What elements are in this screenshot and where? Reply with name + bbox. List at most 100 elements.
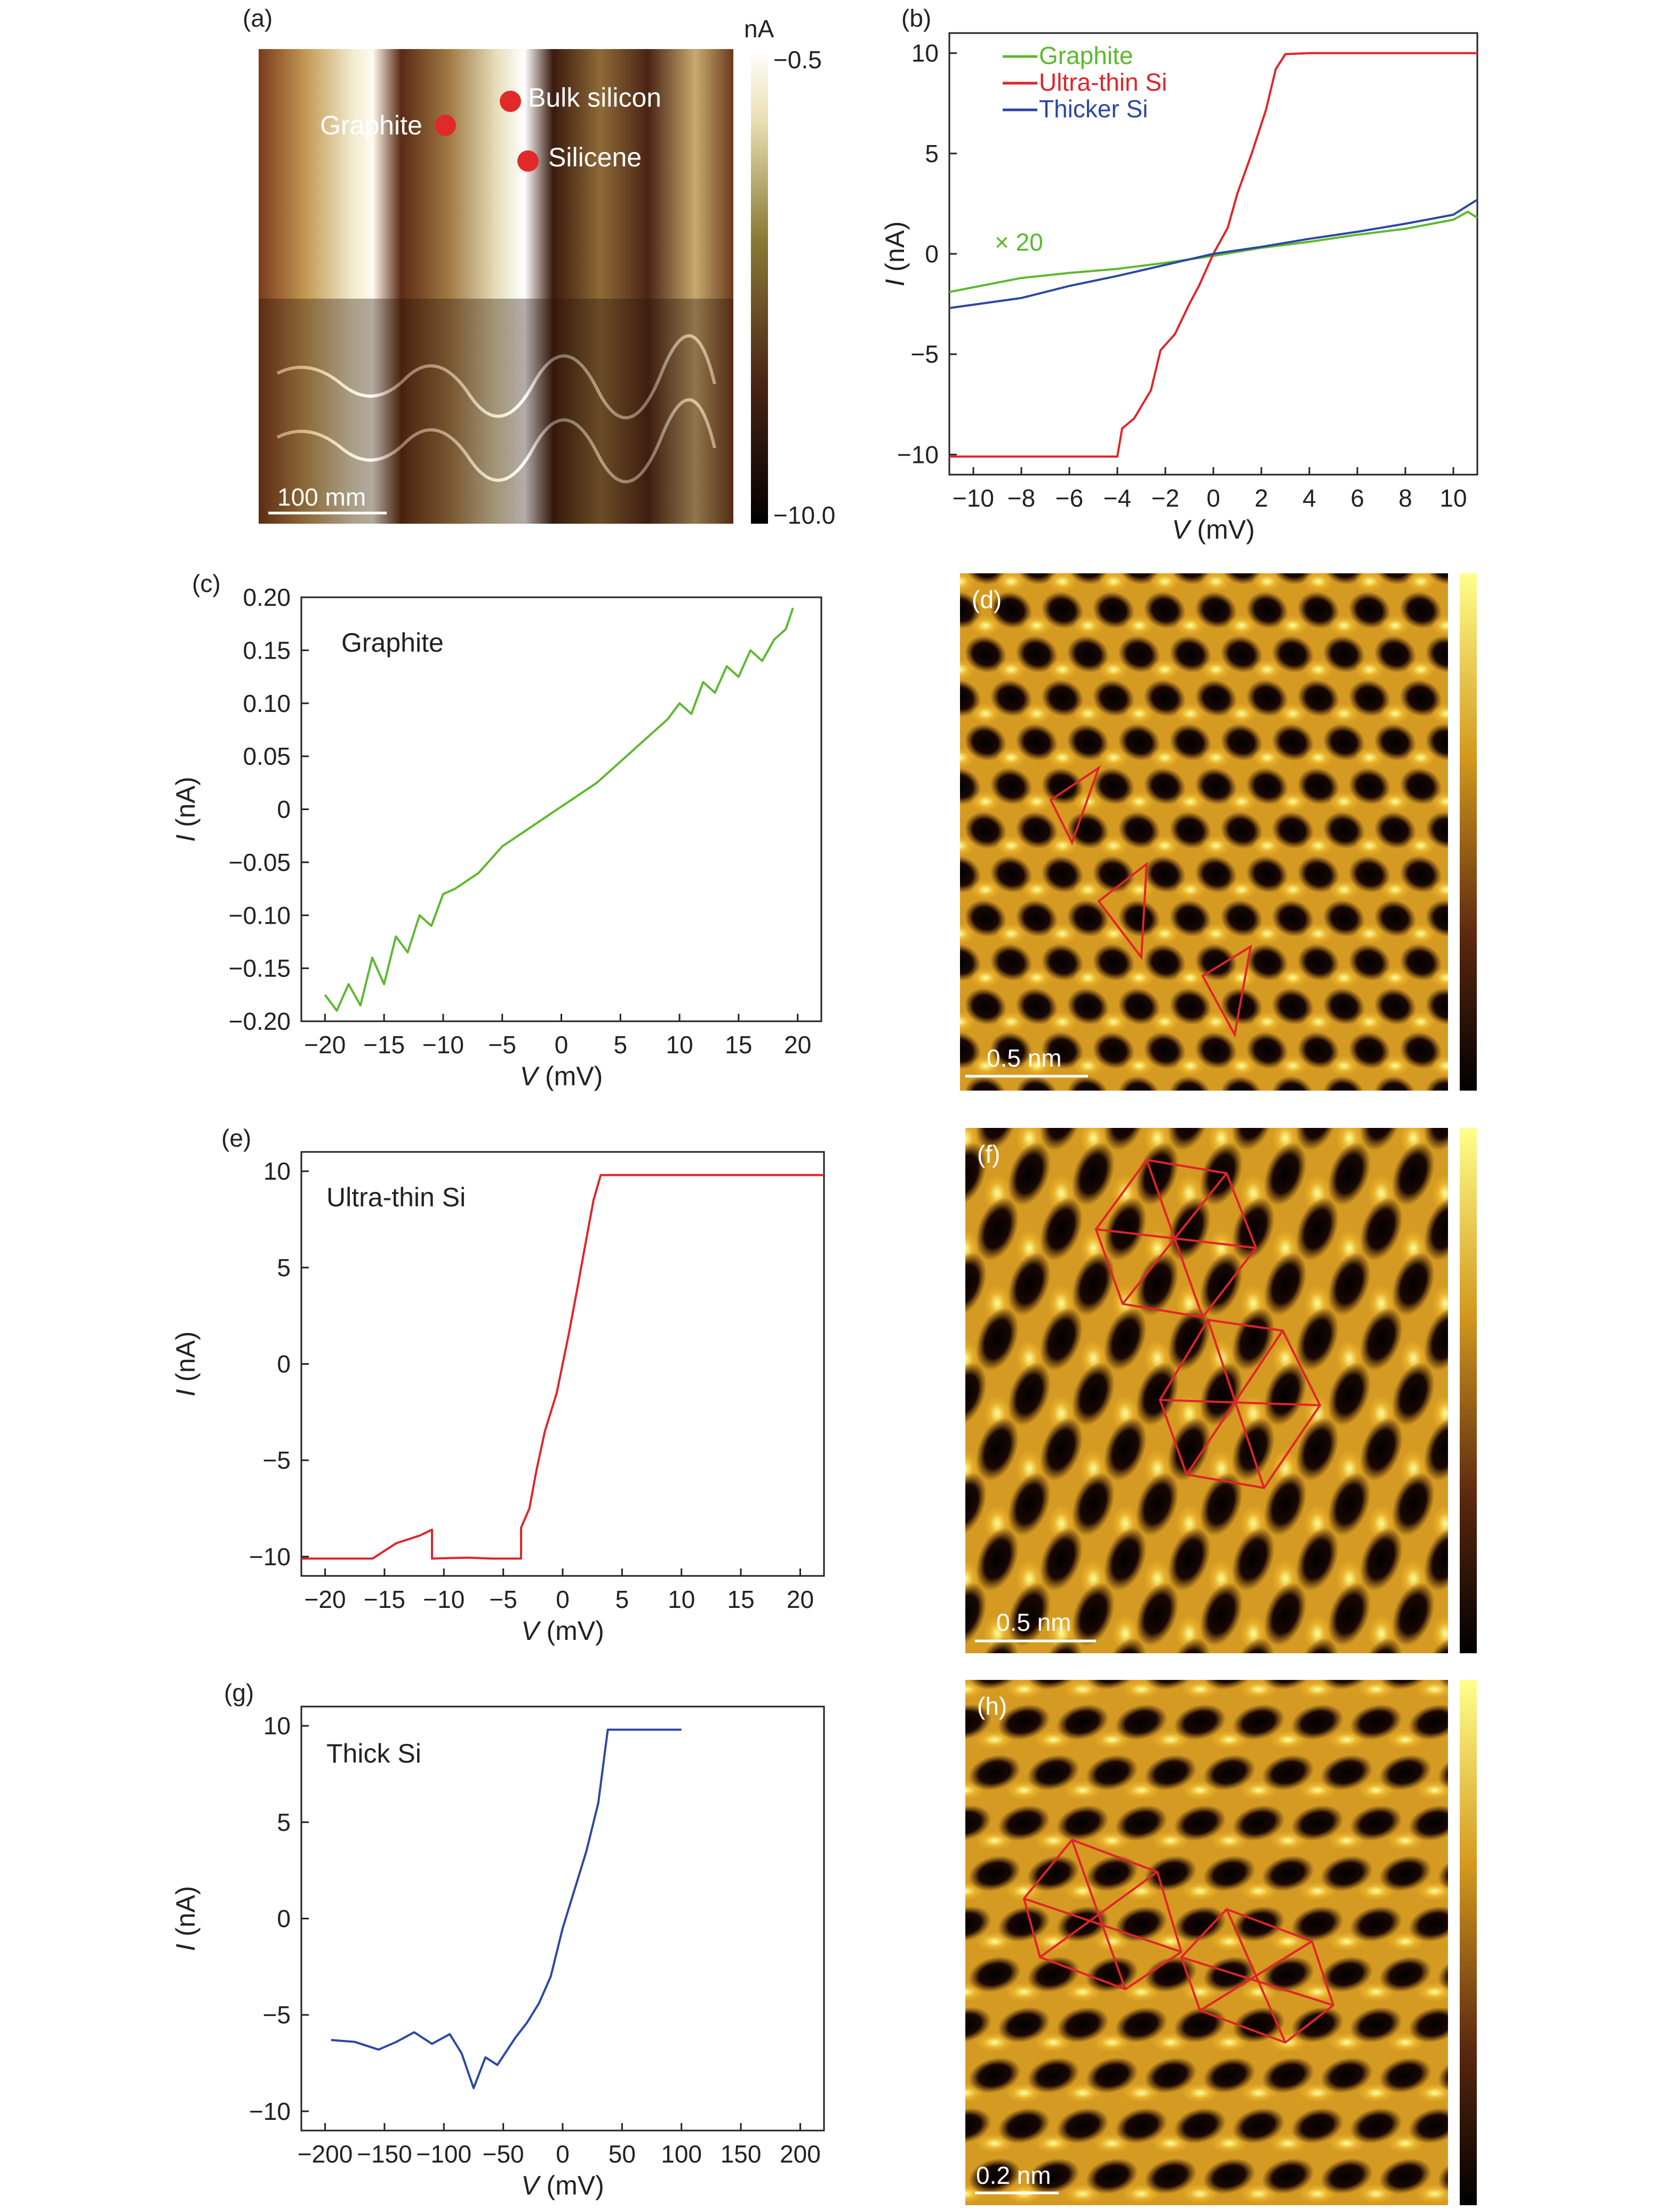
- panel-c-plot: −20 −15 −10 −5 0 5 10 15 20 −0.20 −0.15 −0.10 −0.05 0…: [171, 583, 822, 1091]
- panel-c-annotation: Graphite: [341, 628, 444, 658]
- y-tick-label: 10: [263, 1712, 291, 1740]
- x-tick-label: 0: [555, 1031, 569, 1059]
- panel-h-scale-label: 0.2 nm: [976, 2161, 1051, 2189]
- y-tick-label: 5: [277, 1254, 291, 1282]
- panel-c: (c) −20 −15 −10 −5 0 5 10 15 20 −0.20 −0.15 −0.10 −0…: [171, 570, 822, 1091]
- y-axis-title: I (nA): [880, 221, 910, 286]
- panel-a-colorbar-unit: nA: [744, 15, 774, 43]
- panel-d-scale-label: 0.5 nm: [987, 1044, 1062, 1072]
- graphite-marker-label: Graphite: [320, 110, 422, 140]
- panel-b-label: (b): [901, 4, 931, 32]
- x-tick-label: 10: [668, 1586, 695, 1613]
- panel-e-plot: −20 −15 −10 −5 0 5 10 15 20 −10 −5 0 5 10 V (mV) I (nA): [171, 1151, 825, 1646]
- panel-a-colorbar-max: −0.5: [773, 46, 822, 74]
- y-tick-label: 5: [925, 140, 939, 167]
- x-tick-label: −150: [357, 2140, 412, 2168]
- y-tick-label: 0: [925, 240, 939, 268]
- panel-f-colorbar: [1460, 1128, 1477, 1653]
- y-tick-label: −5: [263, 1446, 291, 1474]
- silicene-marker-label: Silicene: [548, 142, 642, 172]
- x-tick-label: 15: [725, 1031, 752, 1059]
- series-line-ultra-thin-si: [301, 1174, 824, 1560]
- x-tick-label: 0: [556, 1586, 570, 1613]
- y-tick-label: −0.15: [229, 955, 291, 982]
- x-tick-label: −20: [304, 1031, 346, 1059]
- x-tick-label: 5: [613, 1031, 627, 1059]
- series-line-ultra-thin-si: [949, 52, 1477, 458]
- x-tick-label: 4: [1302, 484, 1316, 512]
- y-tick-label: 0.05: [243, 742, 291, 770]
- panel-d-label: (d): [972, 586, 1002, 613]
- x-tick-label: −15: [363, 1031, 405, 1059]
- series-line-thick-si: [331, 1728, 682, 2089]
- x-tick-label: −10: [953, 484, 994, 512]
- x-tick-label: −8: [1007, 484, 1035, 512]
- x-tick-label: −5: [488, 1031, 516, 1059]
- y-tick-label: −10: [897, 441, 939, 468]
- panel-f-scale-label: 0.5 nm: [996, 1608, 1071, 1636]
- y-tick-label: 0.20: [243, 583, 291, 611]
- x-tick-label: −6: [1055, 484, 1083, 512]
- y-tick-label: −0.05: [229, 848, 291, 876]
- panel-d-triangle-3: [1201, 944, 1252, 1038]
- x-tick-label: 0: [1206, 484, 1220, 512]
- legend-label: Thicker Si: [1039, 95, 1148, 123]
- panel-d-lattice-texture: [960, 573, 1448, 1091]
- x-tick-label: −2: [1151, 484, 1179, 512]
- panel-h: (h) 0.2 nm: [965, 1680, 1477, 2205]
- silicene-marker: [517, 150, 539, 172]
- x-tick-label: −15: [364, 1586, 405, 1613]
- panel-a-label: (a): [243, 4, 273, 32]
- x-tick-label: −100: [416, 2140, 471, 2168]
- panel-d: (d) 0.5 nm: [960, 573, 1477, 1091]
- x-axis-title: V (mV): [520, 1061, 603, 1091]
- panel-b-multiplier-note: × 20: [995, 228, 1043, 256]
- graphite-marker: [435, 115, 456, 136]
- x-tick-label: 100: [661, 2140, 702, 2168]
- panel-b-plot: −10 −8 −6 −4 −2 0 2 4 6 8 10 −10 −5 0 5 10 V (mV) I (nA) G…: [880, 32, 1478, 545]
- panel-h-colorbar: [1460, 1680, 1477, 2205]
- y-axis-title: I (nA): [171, 1886, 201, 1951]
- x-tick-label: 20: [787, 1586, 814, 1613]
- x-tick-label: −20: [305, 1586, 346, 1613]
- y-tick-label: 0.15: [243, 636, 291, 664]
- panel-b: (b) −10 −8 −6 −4 −2 0 2 4 6 8 10 −10 −5 0 5 10 V (mV) I (…: [880, 4, 1478, 545]
- panel-h-lattice-texture: [965, 1680, 1448, 2204]
- x-tick-label: −50: [483, 2140, 524, 2168]
- panel-a-texture: [259, 299, 733, 524]
- panel-d-colorbar: [1460, 573, 1477, 1091]
- y-tick-label: 0: [277, 796, 291, 823]
- x-tick-label: −10: [423, 1586, 465, 1613]
- bulk-silicon-marker: [500, 91, 521, 112]
- y-tick-label: −5: [263, 2001, 291, 2029]
- y-tick-label: 10: [911, 39, 939, 67]
- x-tick-label: 10: [1439, 484, 1467, 512]
- legend-label: Graphite: [1039, 42, 1133, 69]
- bulk-silicon-marker-label: Bulk silicon: [528, 83, 661, 113]
- x-tick-label: 50: [609, 2140, 636, 2168]
- panel-f-label: (f): [977, 1140, 1000, 1168]
- x-tick-label: 5: [615, 1586, 629, 1613]
- panel-a: (a) Graphite Bulk silicon Silicene 100 m…: [243, 4, 835, 529]
- panel-f-lattice-texture: [965, 1128, 1448, 1653]
- x-tick-label: −5: [489, 1586, 517, 1613]
- panel-a-current-map: [259, 49, 733, 524]
- x-tick-label: 8: [1398, 484, 1412, 512]
- x-tick-label: 15: [727, 1586, 755, 1613]
- x-tick-label: −4: [1103, 484, 1131, 512]
- panel-e-annotation: Ultra-thin Si: [326, 1182, 466, 1212]
- y-tick-label: −10: [249, 1543, 291, 1571]
- plot-frame: [300, 596, 822, 1022]
- panel-c-label: (c): [192, 570, 221, 597]
- x-tick-label: 0: [556, 2140, 570, 2168]
- y-tick-label: −0.20: [229, 1007, 291, 1035]
- x-tick-label: 150: [721, 2140, 762, 2168]
- panel-d-triangle-2: [1097, 861, 1148, 960]
- x-tick-label: −10: [422, 1031, 464, 1059]
- panel-h-label: (h): [977, 1692, 1007, 1720]
- y-tick-label: −0.10: [229, 901, 291, 929]
- panel-d-triangle-1: [1049, 765, 1101, 846]
- legend-label: Ultra-thin Si: [1039, 68, 1167, 96]
